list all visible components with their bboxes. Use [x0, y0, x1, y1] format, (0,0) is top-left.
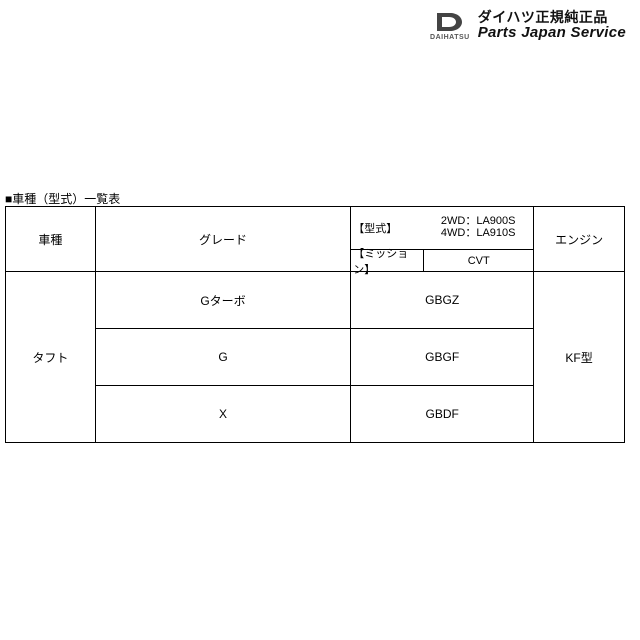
- th-syashu: 車種: [6, 207, 96, 272]
- daihatsu-logo-block: DAIHATSU: [430, 11, 470, 41]
- katashiki-value: 2WD：LA900S 4WD：LA910S: [423, 216, 533, 239]
- table-row: X GBDF: [6, 386, 625, 443]
- th-katashiki: 【型式】 2WD：LA900S 4WD：LA910S: [351, 207, 534, 250]
- page-canvas: DAIHATSU ダイハツ正規純正品 Parts Japan Service ■…: [0, 0, 640, 640]
- daihatsu-logo-icon: [435, 11, 465, 33]
- mission-value: CVT: [424, 250, 533, 271]
- header-line1: ダイハツ正規純正品: [478, 10, 626, 25]
- daihatsu-logo-text: DAIHATSU: [430, 34, 470, 41]
- cell-grade: X: [95, 386, 350, 443]
- table-row: G GBGF: [6, 329, 625, 386]
- th-grade: グレード: [95, 207, 350, 272]
- header-line2: Parts Japan Service: [478, 25, 626, 42]
- cell-code: GBGZ: [351, 272, 534, 329]
- katashiki-label: 【型式】: [351, 220, 423, 236]
- brand-header: DAIHATSU ダイハツ正規純正品 Parts Japan Service: [430, 10, 626, 42]
- header-text-block: ダイハツ正規純正品 Parts Japan Service: [478, 10, 626, 42]
- vehicle-spec-table: 車種 グレード 【型式】 2WD：LA900S 4WD：LA910S エンジン …: [5, 206, 625, 443]
- cell-code: GBGF: [351, 329, 534, 386]
- cell-grade: Gターボ: [95, 272, 350, 329]
- table-header-row: 車種 グレード 【型式】 2WD：LA900S 4WD：LA910S エンジン: [6, 207, 625, 250]
- cell-code: GBDF: [351, 386, 534, 443]
- th-mission: 【ミッション】 CVT: [351, 250, 534, 272]
- mission-label: 【ミッション】: [351, 250, 424, 271]
- table-title: ■車種（型式）一覧表: [5, 190, 120, 207]
- cell-grade: G: [95, 329, 350, 386]
- th-engine: エンジン: [534, 207, 625, 272]
- cell-engine: KF型: [534, 272, 625, 443]
- cell-vehicle: タフト: [6, 272, 96, 443]
- table-row: タフト Gターボ GBGZ KF型: [6, 272, 625, 329]
